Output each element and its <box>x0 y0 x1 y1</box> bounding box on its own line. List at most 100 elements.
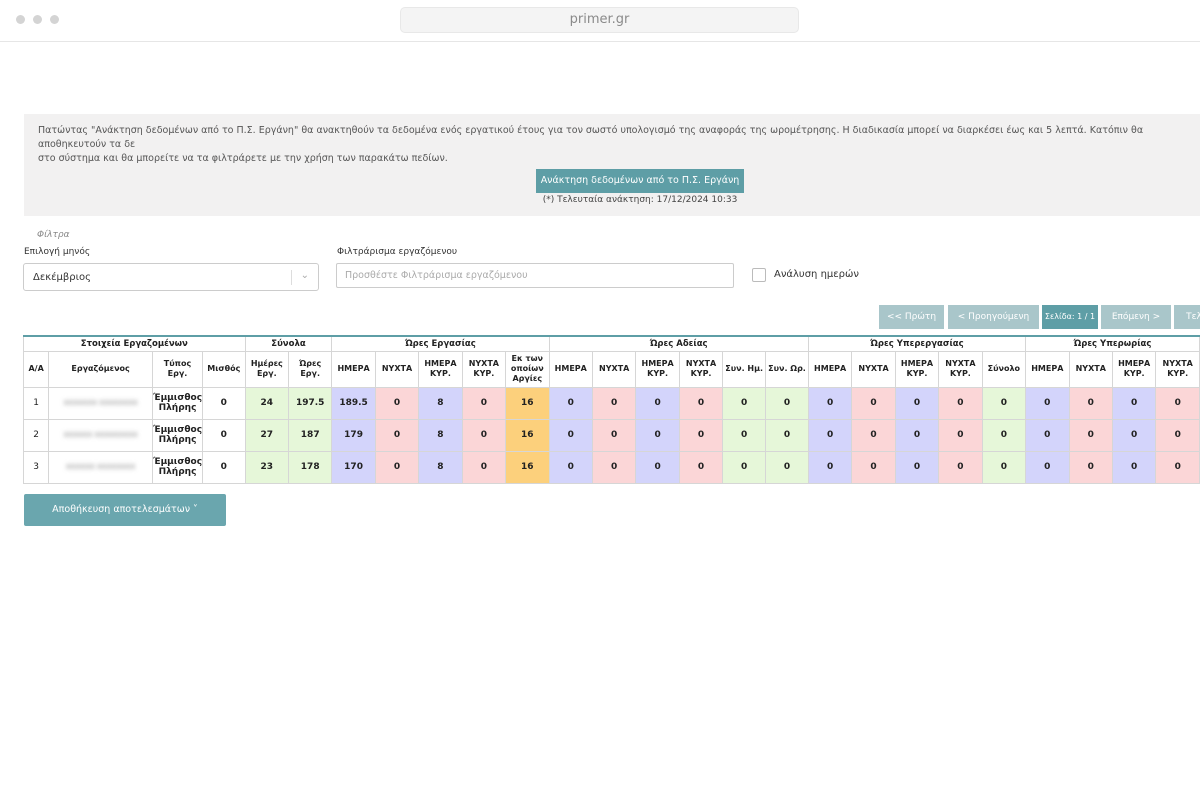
leave-hours-value: 0 <box>635 418 680 452</box>
work-hours-value: 8 <box>418 450 463 484</box>
fetch-data-button[interactable]: Ανάκτηση δεδομένων από το Π.Σ. Εργάνη <box>536 169 744 193</box>
work-hours-value: 8 <box>418 418 463 452</box>
window-dot[interactable] <box>33 15 42 24</box>
overwork-hours-value: 0 <box>981 386 1027 420</box>
window-dot[interactable] <box>16 15 25 24</box>
work-hours-cell: 187 <box>288 418 333 452</box>
table-row[interactable]: 2 ΧΧΧΧΧΧ ΧΧΧΧΧΧΧΧΧ Έμμισθος Πλήρης 0 27 187 17… <box>22 418 1200 452</box>
pager-prev-button[interactable]: < Προηγούμενη <box>948 305 1039 329</box>
overwork-hours-value: 0 <box>851 418 896 452</box>
employee-cell: ΧΧΧΧΧΧ ΧΧΧΧΧΧΧΧΧ <box>48 418 153 452</box>
employment-type: Έμμισθος Πλήρης <box>151 418 204 452</box>
filters-title: Φίλτρα <box>37 230 70 240</box>
overwork-hours-value: 0 <box>938 450 983 484</box>
column-header: ΗΜΕΡΑ <box>1025 350 1070 388</box>
pager-last-button[interactable]: Τελ <box>1174 305 1200 329</box>
overtime-hours-value: 0 <box>1068 386 1113 420</box>
column-header: Α/Α <box>22 350 50 388</box>
employee-name: ΧΧΧΧΧΧ ΧΧΧΧΧΧΧΧ <box>65 463 136 471</box>
leave-hours-value: 0 <box>678 386 724 420</box>
work-hours-value: 0 <box>461 386 507 420</box>
address-bar[interactable]: primer.gr <box>400 7 799 33</box>
save-results-button[interactable]: Αποθήκευση αποτελεσμάτων ˅ <box>24 494 226 526</box>
leave-hours-value: 0 <box>765 450 809 484</box>
column-header: Ημέρες Εργ. <box>244 350 290 388</box>
overwork-hours-value: 0 <box>807 386 853 420</box>
work-days-cell: 24 <box>244 386 290 420</box>
pager-first-button[interactable]: << Πρώτη <box>879 305 944 329</box>
leave-hours-value: 0 <box>548 450 594 484</box>
leave-hours-value: 0 <box>591 418 637 452</box>
column-header: ΝΥΧΤΑ ΚΥΡ. <box>461 350 507 388</box>
days-analysis-label: Ανάλυση ημερών <box>774 269 859 280</box>
chevron-down-icon[interactable]: ⌄ <box>300 270 309 281</box>
table-row[interactable]: 3 ΧΧΧΧΧΧ ΧΧΧΧΧΧΧΧ Έμμισθος Πλήρης 0 23 178 170… <box>22 450 1200 484</box>
work-hours-value: 16 <box>505 386 550 420</box>
group-header: Ώρες Εργασίας <box>331 335 550 352</box>
overwork-hours-value: 0 <box>851 386 896 420</box>
overwork-hours-value: 0 <box>807 418 853 452</box>
overwork-hours-value: 0 <box>851 450 896 484</box>
column-header-row: Α/Α Εργαζόμενος Τύπος Εργ. Μισθός Ημέρες Εργ… <box>22 350 1200 388</box>
pager-next-button[interactable]: Επόμενη > <box>1101 305 1171 329</box>
work-days-cell: 27 <box>244 418 290 452</box>
browser-bar: primer.gr <box>0 0 1200 42</box>
salary-cell: 0 <box>202 418 246 452</box>
overwork-hours-value: 0 <box>981 450 1027 484</box>
work-hours-value: 16 <box>505 450 550 484</box>
column-header: ΗΜΕΡΑ <box>548 350 594 388</box>
window-dot[interactable] <box>50 15 59 24</box>
leave-hours-value: 0 <box>722 450 767 484</box>
employee-name: ΧΧΧΧΧΧ ΧΧΧΧΧΧΧΧΧ <box>63 431 138 439</box>
pager-page-indicator[interactable]: Σελίδα: 1 / 1 <box>1042 305 1098 329</box>
days-analysis-checkbox[interactable] <box>752 268 766 282</box>
overwork-hours-value: 0 <box>807 450 853 484</box>
month-select[interactable]: Δεκέμβριος ⌄ <box>23 263 319 291</box>
group-header: Ώρες Υπερεργασίας <box>807 335 1027 352</box>
overtime-hours-value: 0 <box>1155 418 1200 452</box>
employee-filter-input[interactable] <box>336 263 734 288</box>
group-header: Σύνολα <box>244 335 333 352</box>
leave-hours-value: 0 <box>678 418 724 452</box>
overwork-hours-value: 0 <box>894 418 940 452</box>
column-header: ΗΜΕΡΑ ΚΥΡ. <box>1111 350 1157 388</box>
last-fetch-text: (*) Τελευταία ανάκτηση: 17/12/2024 10:33 <box>542 195 738 205</box>
hours-table: Στοιχεία Εργαζομένων Σύνολα Ώρες Εργασία… <box>22 335 1200 484</box>
leave-hours-value: 0 <box>722 386 767 420</box>
work-hours-value: 170 <box>331 450 376 484</box>
leave-hours-value: 0 <box>635 386 680 420</box>
column-header: ΝΥΧΤΑ ΚΥΡ. <box>1155 350 1200 388</box>
work-hours-value: 0 <box>374 450 420 484</box>
overwork-hours-value: 0 <box>938 418 983 452</box>
group-header-row: Στοιχεία Εργαζομένων Σύνολα Ώρες Εργασία… <box>23 335 1200 352</box>
table-body: 1 ΧΧΧΧΧΧΧ ΧΧΧΧΧΧΧΧ Έμμισθος Πλήρης 0 24 197.5… <box>22 386 1200 484</box>
work-days-cell: 23 <box>244 450 290 484</box>
column-header: Ώρες Εργ. <box>288 350 333 388</box>
salary-cell: 0 <box>202 386 246 420</box>
overtime-hours-value: 0 <box>1111 450 1157 484</box>
select-separator <box>291 270 292 285</box>
column-header: ΗΜΕΡΑ <box>807 350 853 388</box>
overtime-hours-value: 0 <box>1155 386 1200 420</box>
table-row[interactable]: 1 ΧΧΧΧΧΧΧ ΧΧΧΧΧΧΧΧ Έμμισθος Πλήρης 0 24 197.5… <box>22 386 1200 420</box>
column-header: Μισθός <box>202 350 246 388</box>
leave-hours-value: 0 <box>722 418 767 452</box>
employee-cell: ΧΧΧΧΧΧΧ ΧΧΧΧΧΧΧΧ <box>48 386 153 420</box>
employment-type: Έμμισθος Πλήρης <box>151 450 204 484</box>
column-header: ΝΥΧΤΑ <box>591 350 637 388</box>
column-header: ΝΥΧΤΑ <box>1068 350 1113 388</box>
column-header: ΗΜΕΡΑ ΚΥΡ. <box>894 350 940 388</box>
work-hours-value: 0 <box>461 450 507 484</box>
column-header: ΗΜΕΡΑ ΚΥΡ. <box>418 350 463 388</box>
employment-type: Έμμισθος Πλήρης <box>151 386 204 420</box>
overwork-hours-value: 0 <box>894 386 940 420</box>
work-hours-value: 0 <box>374 386 420 420</box>
column-header: Σύνολο <box>981 350 1027 388</box>
work-hours-value: 179 <box>331 418 376 452</box>
employee-cell: ΧΧΧΧΧΧ ΧΧΧΧΧΧΧΧ <box>48 450 153 484</box>
group-header: Ώρες Αδείας <box>548 335 809 352</box>
overwork-hours-value: 0 <box>981 418 1027 452</box>
window-controls <box>16 15 59 24</box>
leave-hours-value: 0 <box>548 386 594 420</box>
column-header: ΝΥΧΤΑ <box>374 350 420 388</box>
